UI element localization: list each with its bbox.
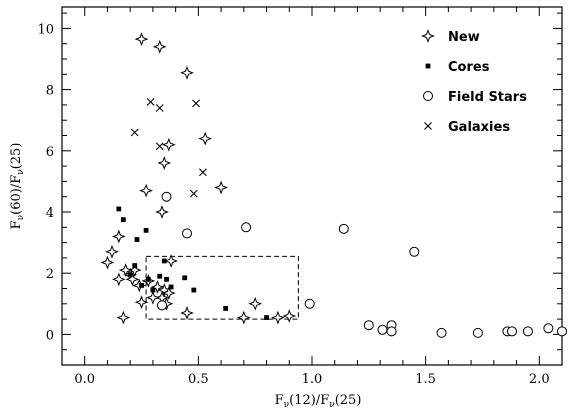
data-point bbox=[143, 227, 149, 233]
data-point bbox=[111, 272, 126, 287]
data-point bbox=[282, 309, 297, 323]
data-point bbox=[472, 327, 483, 338]
y-tick-label: 4 bbox=[46, 206, 54, 221]
selection-box-group bbox=[145, 255, 299, 320]
data-point bbox=[189, 189, 198, 198]
data-point bbox=[191, 287, 197, 293]
y-tick-label: 0 bbox=[46, 328, 54, 343]
axis-ticks: 0.0 0.5 1.0 1.5 2.0 0 2 4 6 8 10 bbox=[37, 7, 563, 387]
x-axis-label: Fν(12)/Fν(25) bbox=[275, 393, 362, 410]
data-point bbox=[543, 323, 554, 334]
y-tick-label: 8 bbox=[46, 84, 54, 99]
data-points bbox=[100, 32, 567, 338]
data-point bbox=[161, 137, 176, 152]
data-point bbox=[157, 300, 167, 311]
data-point bbox=[386, 326, 397, 337]
data-point bbox=[155, 205, 169, 219]
data-point bbox=[214, 180, 228, 195]
data-point bbox=[111, 229, 126, 244]
data-point bbox=[116, 310, 131, 325]
data-point bbox=[146, 290, 160, 305]
data-point bbox=[304, 298, 315, 309]
data-point bbox=[236, 310, 251, 325]
data-point bbox=[127, 263, 142, 278]
data-point bbox=[157, 283, 172, 297]
data-point bbox=[150, 287, 156, 293]
data-point bbox=[363, 320, 374, 331]
data-point bbox=[152, 39, 167, 54]
data-point bbox=[241, 222, 252, 233]
data-point bbox=[132, 263, 138, 268]
data-point bbox=[264, 315, 269, 320]
data-point bbox=[377, 324, 388, 335]
data-point bbox=[116, 206, 122, 212]
x-tick-label: 0.5 bbox=[188, 372, 209, 387]
data-point bbox=[557, 326, 567, 337]
data-point bbox=[248, 296, 263, 311]
y-tick-label: 2 bbox=[46, 267, 54, 282]
data-point bbox=[198, 131, 213, 146]
data-point bbox=[168, 284, 174, 290]
data-point bbox=[100, 255, 115, 270]
series-new bbox=[100, 32, 297, 325]
x-tick-label: 1.5 bbox=[415, 372, 436, 387]
series-cores bbox=[116, 206, 269, 320]
data-point bbox=[150, 280, 165, 294]
data-point bbox=[182, 228, 192, 239]
data-point bbox=[130, 128, 139, 137]
data-point bbox=[139, 183, 153, 198]
data-point bbox=[436, 327, 447, 338]
data-point bbox=[120, 217, 126, 223]
data-point bbox=[161, 286, 176, 300]
data-point bbox=[199, 168, 207, 177]
x-tick-label: 0.0 bbox=[74, 372, 95, 387]
y-tick-label: 6 bbox=[46, 145, 54, 160]
data-point bbox=[409, 246, 420, 257]
data-point bbox=[134, 237, 140, 242]
data-point bbox=[146, 97, 155, 106]
data-point bbox=[134, 295, 149, 310]
data-point bbox=[180, 306, 194, 320]
data-point bbox=[157, 273, 163, 279]
x-tick-label: 1.0 bbox=[302, 372, 323, 387]
y-tick-label: 10 bbox=[37, 22, 54, 37]
data-point bbox=[118, 263, 133, 278]
legend-label: Galaxies bbox=[448, 120, 510, 135]
data-point bbox=[223, 305, 229, 311]
data-point bbox=[139, 283, 144, 288]
legend-marker bbox=[421, 29, 435, 43]
x-tick-label: 2.0 bbox=[529, 372, 550, 387]
selection-box bbox=[145, 255, 299, 320]
legend-label: New bbox=[448, 30, 480, 45]
data-point bbox=[507, 326, 517, 337]
data-point bbox=[127, 272, 133, 278]
legend: New Cores Field Stars Galaxies bbox=[421, 29, 527, 135]
data-point bbox=[105, 244, 119, 259]
data-point bbox=[161, 258, 167, 264]
legend-marker bbox=[424, 122, 432, 130]
data-point bbox=[182, 275, 188, 281]
data-point bbox=[164, 254, 178, 268]
data-point bbox=[192, 99, 200, 108]
data-point bbox=[522, 326, 533, 337]
data-point bbox=[145, 276, 151, 282]
data-point bbox=[164, 276, 169, 282]
data-point bbox=[271, 310, 285, 325]
data-point bbox=[180, 65, 194, 80]
legend-label: Cores bbox=[448, 60, 490, 75]
series-field-stars bbox=[157, 191, 567, 338]
data-point bbox=[161, 191, 172, 202]
series-galaxies bbox=[130, 97, 207, 198]
y-axis-label: Fν(60)/Fν(25) bbox=[9, 143, 26, 230]
data-point bbox=[155, 104, 164, 112]
legend-marker bbox=[423, 91, 433, 101]
data-point bbox=[125, 272, 140, 287]
legend-marker bbox=[425, 63, 431, 69]
data-point bbox=[134, 32, 149, 47]
data-point bbox=[338, 223, 349, 234]
legend-label: Field Stars bbox=[448, 90, 527, 105]
data-point bbox=[155, 142, 164, 151]
data-point bbox=[157, 156, 172, 170]
